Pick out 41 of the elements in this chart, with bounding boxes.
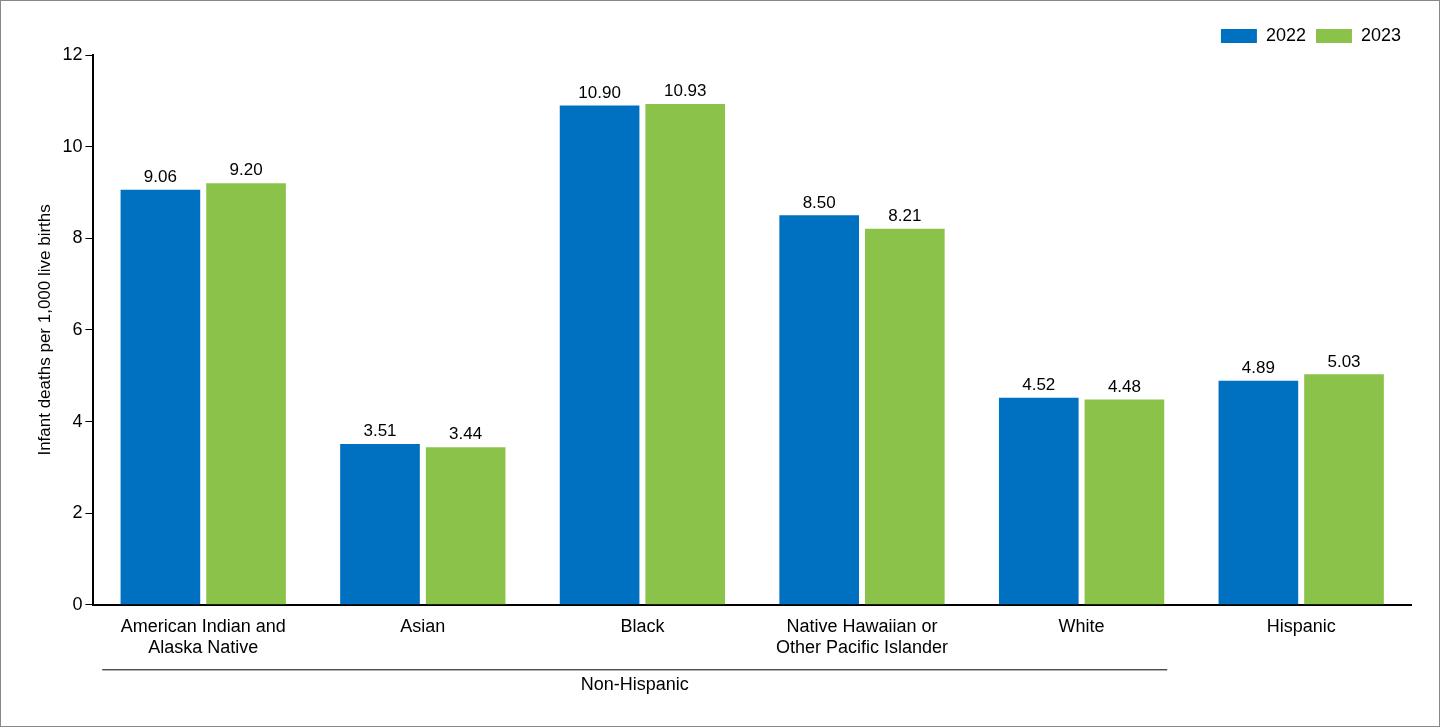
y-tick-label: 6	[72, 318, 83, 339]
y-tick-label: 4	[72, 410, 83, 431]
x-tick-label: White	[1058, 615, 1105, 636]
data-label: 4.48	[1107, 376, 1141, 396]
x-tick-label: Black	[620, 615, 666, 636]
y-tick-label: 10	[62, 135, 83, 156]
bar	[865, 228, 945, 605]
data-label: 4.52	[1022, 374, 1056, 394]
data-label: 8.21	[888, 205, 922, 225]
data-label: 10.93	[663, 81, 707, 101]
bar	[779, 215, 860, 605]
data-label: 9.20	[229, 160, 263, 180]
bar	[120, 189, 201, 605]
legend-label: 2023	[1360, 24, 1401, 45]
x-tick-label: American Indian and Alaska Native	[120, 615, 286, 658]
y-axis-title: Infant deaths per 1,000 live births	[34, 204, 54, 456]
data-label: 8.50	[802, 192, 836, 212]
data-label: 5.03	[1327, 351, 1361, 371]
bar	[340, 443, 420, 605]
y-tick-label: 8	[72, 227, 83, 248]
x-tick-label: Native Hawaiian or Other Pacific Islander	[775, 615, 949, 658]
bar	[998, 397, 1079, 605]
bar	[206, 183, 286, 605]
data-label: 4.89	[1241, 357, 1275, 377]
bar	[425, 447, 506, 605]
x-tick-label: Asian	[400, 615, 446, 636]
y-tick-label: 0	[72, 593, 83, 614]
y-tick-label: 2	[72, 502, 83, 523]
text: Non-Hispanic	[580, 673, 689, 694]
x-tick-label: Hispanic	[1266, 615, 1336, 636]
data-label: 9.06	[143, 166, 177, 186]
data-label: 10.90	[578, 82, 621, 102]
legend-label: 2022	[1265, 24, 1306, 45]
bar	[645, 104, 726, 605]
data-label: 3.44	[449, 424, 483, 444]
bar	[1218, 380, 1299, 605]
bar	[1084, 399, 1165, 605]
bar	[1304, 374, 1384, 605]
y-tick-label: 12	[62, 43, 83, 64]
bar	[559, 105, 640, 605]
data-label: 3.51	[363, 421, 397, 441]
